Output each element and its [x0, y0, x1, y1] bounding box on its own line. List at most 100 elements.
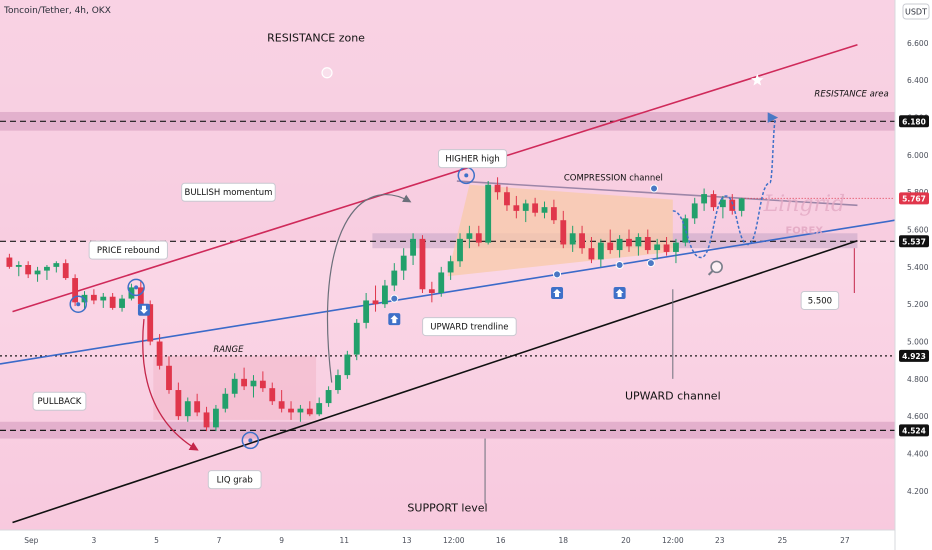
candle-body-48 [457, 238, 463, 262]
touch-dot-3 [646, 259, 655, 268]
annotation-box-11 [207, 470, 262, 490]
candle-body-69 [654, 244, 661, 251]
candle-body-45 [428, 289, 435, 293]
x-tick-3: 7 [217, 536, 222, 545]
candle-body-57 [541, 207, 548, 213]
candle-body-62 [588, 248, 595, 260]
candle-body-56 [532, 203, 539, 213]
symbol-title: Toncoin/Tether, 4h, OKX [3, 6, 111, 16]
y-tick-9: 4.800 [907, 375, 929, 384]
y-tick-1: 6.400 [907, 76, 929, 85]
candles-layer [6, 177, 745, 432]
candle-body-21 [203, 412, 210, 428]
currency-label: USDT [905, 8, 927, 17]
magnifier-icon [710, 260, 723, 274]
candle-body-11 [109, 296, 116, 308]
time-axis-panel[interactable] [0, 530, 895, 550]
watermark-logo: Lingrid [763, 192, 846, 217]
touch-dot-1 [553, 270, 562, 279]
candle-body-23 [222, 393, 229, 409]
up-marker-glyph-0 [390, 315, 399, 324]
price-tag-0 [899, 115, 929, 128]
x-tick-6: 13 [402, 536, 412, 545]
annotation-9: UPWARD channel [625, 390, 721, 403]
y-tick-0: 6.600 [907, 39, 929, 48]
momentum-arrow [326, 194, 412, 383]
candle-body-16 [156, 341, 163, 366]
touch-circle-1 [127, 278, 145, 297]
touch-circle-dot-1 [134, 285, 139, 290]
candle-body-53 [504, 192, 510, 206]
x-tick-11: 12:00 [662, 536, 684, 545]
candle-body-2 [25, 265, 32, 275]
annotation-box-4 [181, 182, 276, 202]
candle-body-73 [691, 203, 698, 219]
upper-channel-line [12, 44, 858, 313]
price-tag-label-4: 4.524 [902, 426, 926, 435]
up-marker-glyph-1 [553, 288, 562, 297]
marks-layer: Lingrid FOREX [69, 67, 855, 504]
candle-body-68 [644, 237, 651, 251]
touch-circle-dot-0 [76, 302, 81, 307]
annotation-7: PULLBACK [38, 397, 82, 407]
x-tick-5: 11 [339, 536, 349, 545]
candle-body-58 [550, 207, 557, 221]
candle-body-31 [297, 408, 304, 413]
annotation-box-8 [422, 317, 517, 337]
annotation-6: RANGE [213, 345, 244, 355]
touch-circle-dot-3 [464, 173, 469, 178]
x-tick-2: 5 [154, 536, 159, 545]
up-arrow-icon [388, 313, 401, 326]
support-channel-line [12, 239, 858, 524]
candle-body-30 [288, 408, 294, 413]
candle-body-4 [44, 266, 50, 271]
annotation-box-5 [88, 240, 168, 260]
candle-body-19 [184, 401, 191, 417]
candle-body-75 [710, 194, 717, 208]
price-axis-panel[interactable] [895, 0, 932, 550]
currency-button[interactable] [902, 3, 930, 20]
price-tag-3 [899, 349, 929, 362]
candle-body-18 [175, 390, 182, 417]
candle-body-32 [306, 408, 313, 415]
axes-layer: 6.6006.4006.2006.0005.8005.6005.4005.200… [24, 39, 929, 545]
annotation-8: UPWARD trendline [430, 323, 508, 333]
touch-circle-0 [69, 295, 87, 313]
candle-body-5 [53, 263, 60, 267]
candle-body-67 [635, 237, 642, 247]
candle-body-63 [597, 242, 604, 260]
annotation-3: COMPRESSION channel [564, 173, 663, 183]
candle-body-74 [701, 194, 708, 204]
candle-body-35 [335, 375, 341, 391]
candle-body-41 [391, 270, 398, 286]
candle-body-47 [447, 261, 454, 273]
candle-body-15 [147, 304, 154, 342]
candle-body-52 [494, 184, 501, 193]
x-tick-4: 9 [279, 536, 284, 545]
down-marker-glyph-0 [139, 305, 148, 314]
candle-body-50 [475, 233, 482, 243]
candle-body-34 [325, 390, 332, 404]
magnifier-handle [707, 270, 714, 276]
y-tick-3: 6.000 [907, 151, 929, 160]
candle-body-14 [137, 287, 144, 305]
price-tag-2 [899, 235, 929, 248]
up-arrow-icon [613, 286, 626, 299]
candle-body-71 [673, 242, 679, 252]
price-tag-label-3: 4.923 [902, 352, 926, 361]
candle-body-27 [259, 380, 266, 389]
x-tick-14: 27 [840, 536, 850, 545]
y-tick-5: 5.600 [907, 226, 929, 235]
candle-body-40 [382, 285, 388, 305]
y-tick-11: 4.400 [907, 449, 929, 458]
candle-body-59 [560, 220, 567, 245]
candle-body-51 [485, 184, 492, 243]
annotations-layer: RESISTANCE zone RESISTANCE area HIGHER hig… [32, 31, 889, 515]
star-icon [751, 73, 764, 86]
x-tick-10: 20 [621, 536, 631, 545]
x-tick-9: 18 [559, 536, 569, 545]
candle-body-29 [278, 401, 285, 409]
candle-body-38 [363, 300, 370, 323]
touch-dot-4 [650, 184, 659, 193]
